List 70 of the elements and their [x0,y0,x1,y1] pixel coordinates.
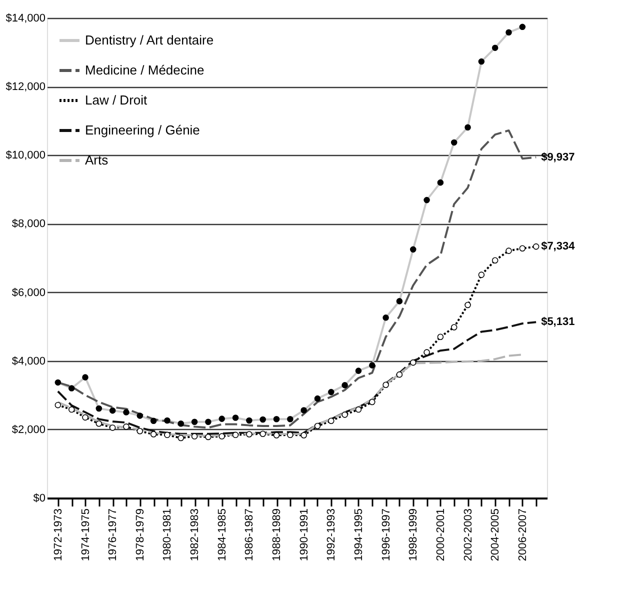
point [218,433,225,440]
point [178,434,184,442]
point [54,402,62,408]
point [478,272,485,278]
point [355,406,362,413]
x-tick-label: 1980-1981 [162,508,174,562]
legend-label: Law / Droit [85,92,148,108]
point [396,371,403,378]
point [96,420,102,427]
y-tick-label: $2,000 [12,424,46,436]
point [246,431,252,438]
y-tick-label: $0 [33,492,46,504]
point [519,245,526,252]
x-tick-label: 1982-1983 [189,508,202,562]
point [260,430,266,438]
point [232,432,239,438]
x-tick-label: 1978-1979 [134,508,146,562]
x-tick-label: 2004-2005 [490,508,502,562]
point [82,414,88,421]
point [191,433,198,440]
x-tick-label: 1998-1999 [408,508,420,562]
point [136,428,144,434]
x-tick-label: 1994-1995 [352,508,365,562]
y-tick-label: $14,000 [6,12,46,24]
data-label: $9,937 [541,151,575,164]
point [342,412,348,418]
point [450,324,458,330]
x-tick-label: 1984-1985 [216,508,228,562]
legend-label: Engineering / Génie [85,122,200,138]
point [109,424,116,431]
x-tick-label: 1976-1977 [107,508,120,562]
x-tick-label: 1988-1989 [271,508,284,562]
x-tick-label: 2006-2007 [516,508,529,562]
point [150,431,157,438]
point [328,418,334,424]
y-tick-label: $12,000 [6,81,46,94]
point [382,382,389,388]
point [68,406,75,413]
y-tick-label: $10,000 [6,150,46,162]
y-tick-label: $8,000 [12,218,46,230]
y-tick-label: $6,000 [12,286,46,299]
x-tick-label: 1974-1975 [80,508,92,562]
legend-label: Medicine / Médecine [85,62,204,78]
x-tick-label: 2002-2003 [462,508,474,562]
x-tick-label: 1992-1993 [326,508,338,562]
x-tick-label: 1986-1987 [244,508,256,562]
point [273,432,280,438]
point [205,434,212,440]
point [492,257,498,264]
legend-label: Arts [85,152,109,168]
point [532,243,540,250]
point [123,424,130,430]
point [287,432,294,438]
x-tick-label: 1972-1973 [52,508,64,562]
point [369,398,376,406]
y-tick-label: $4,000 [12,355,46,368]
point [424,349,430,356]
x-tick-label: 1990-1991 [298,508,310,562]
point [410,359,416,366]
point [437,334,444,340]
legend-label: Dentistry / Art dentaire [85,32,214,48]
data-label: $7,334 [541,240,576,253]
point [300,432,307,438]
point [464,302,471,308]
x-tick-label: 2000-2001 [434,508,447,562]
point [164,432,170,438]
data-label: $5,131 [541,316,575,328]
x-tick-label: 1996-1997 [380,508,392,562]
point [506,248,512,254]
point [314,422,321,430]
